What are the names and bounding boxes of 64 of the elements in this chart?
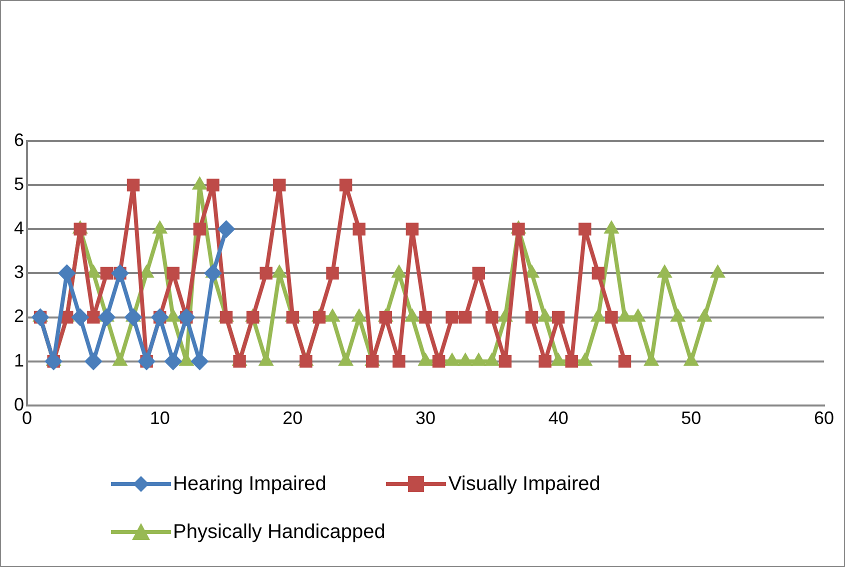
point (110, 264, 129, 282)
point (552, 310, 565, 324)
point (217, 220, 236, 238)
point (472, 266, 485, 280)
point (233, 354, 246, 368)
point (339, 178, 352, 192)
y-tick-label: 4 (14, 218, 24, 238)
point (605, 310, 618, 324)
point (538, 354, 552, 368)
x-tick-label: 30 (415, 408, 436, 428)
point (352, 222, 366, 236)
point (206, 178, 220, 192)
point (326, 266, 339, 280)
x-tick-label: 60 (814, 408, 834, 428)
point (246, 310, 260, 324)
x-tick-label: 50 (681, 408, 702, 428)
point (379, 310, 392, 324)
point (419, 310, 432, 324)
legend-label: Physically Handicapped (173, 520, 386, 544)
point (432, 354, 446, 368)
point (124, 308, 142, 326)
y-tick-label: 5 (14, 174, 24, 194)
legend-label: Hearing Impaired (173, 472, 326, 496)
point (193, 222, 206, 236)
point (220, 310, 233, 324)
point (84, 352, 102, 370)
x-tick-label: 10 (150, 408, 170, 428)
point (392, 354, 406, 368)
point (87, 310, 100, 324)
point (578, 222, 592, 236)
y-tick-label: 6 (14, 130, 24, 150)
point (204, 264, 222, 282)
point (164, 352, 182, 370)
point (498, 354, 512, 368)
point (126, 178, 140, 192)
point (486, 310, 498, 324)
point (286, 310, 300, 324)
point (138, 352, 156, 370)
point (100, 266, 114, 280)
y-tick-label: 2 (14, 306, 24, 326)
point (565, 354, 578, 368)
point (177, 308, 196, 326)
point (260, 266, 272, 280)
point (71, 308, 90, 326)
point (366, 354, 379, 368)
point (273, 178, 286, 192)
point (312, 310, 326, 324)
y-tick-label: 1 (14, 350, 24, 370)
y-tick-label: 3 (14, 262, 24, 282)
x-tick-label: 40 (548, 408, 568, 428)
point (406, 222, 419, 236)
y-tick-label: 0 (14, 394, 24, 414)
point (512, 222, 525, 236)
point (458, 310, 472, 324)
x-tick-label: 20 (282, 408, 303, 428)
legend-label: Visually Impaired (448, 472, 600, 496)
point (618, 354, 632, 368)
point (98, 308, 116, 326)
point (592, 266, 605, 280)
point (74, 222, 87, 236)
point (525, 310, 538, 324)
point (300, 354, 312, 368)
point (446, 310, 458, 324)
point (166, 266, 180, 280)
